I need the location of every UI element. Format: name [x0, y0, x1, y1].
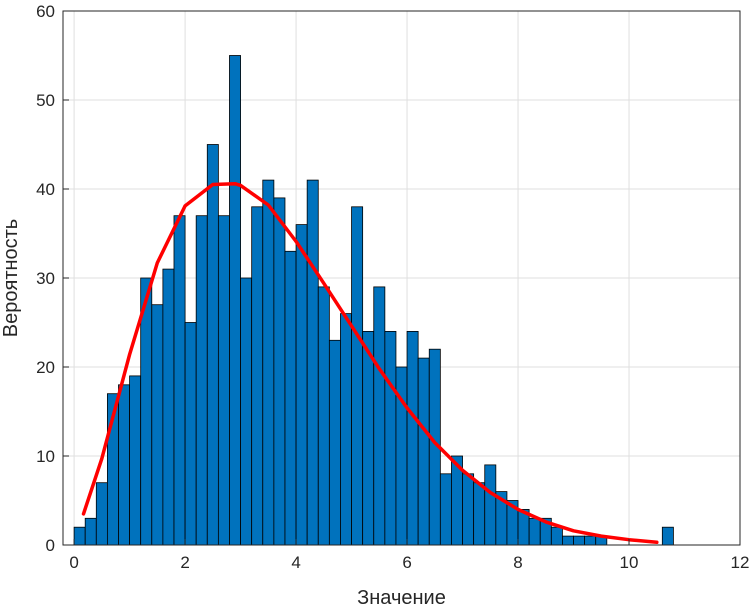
histogram-bar — [462, 473, 475, 546]
histogram-bar — [340, 313, 352, 546]
y-axis-label: Вероятность — [0, 219, 22, 337]
histogram-bar — [661, 526, 674, 546]
histogram-bar — [484, 464, 497, 546]
x-tick-label: 4 — [291, 553, 300, 572]
histogram-bar — [173, 215, 186, 546]
histogram-bar — [151, 304, 164, 546]
x-tick-label: 12 — [731, 553, 750, 572]
histogram-bar — [129, 375, 142, 546]
histogram-bar — [351, 206, 364, 546]
histogram-bar — [184, 322, 197, 546]
histogram-bar — [373, 286, 386, 546]
histogram-bar — [384, 330, 397, 546]
histogram-bar — [95, 482, 108, 546]
histogram-bar — [262, 179, 275, 546]
x-tick-label: 8 — [513, 553, 522, 572]
histogram-bar — [295, 224, 308, 546]
histogram-bar — [162, 268, 175, 546]
y-tick-label: 50 — [36, 91, 55, 110]
histogram-bar — [273, 197, 286, 546]
histogram-bar — [73, 526, 86, 546]
histogram-bar — [306, 179, 319, 546]
histogram-bar — [562, 535, 574, 546]
x-tick-label: 6 — [402, 553, 411, 572]
histogram-bar — [328, 339, 341, 546]
histogram-bar — [206, 144, 219, 546]
histogram-bar — [84, 517, 97, 546]
histogram-bar — [217, 215, 230, 546]
histogram-bars — [73, 55, 674, 546]
histogram-bar — [417, 357, 430, 546]
histogram-bar — [284, 250, 297, 546]
histogram-bar — [118, 384, 130, 546]
histogram-bar — [317, 286, 330, 546]
histogram-bar — [439, 473, 452, 546]
y-tick-label: 30 — [36, 269, 55, 288]
histogram-bar — [251, 206, 264, 546]
x-tick-label: 2 — [180, 553, 189, 572]
x-axis-label: Значение — [357, 587, 446, 608]
histogram-bar — [406, 330, 419, 546]
y-tick-label: 10 — [36, 447, 55, 466]
x-tick-label: 0 — [69, 553, 78, 572]
histogram-bar — [584, 535, 597, 546]
histogram-bar — [195, 215, 208, 546]
axis-ticks: 0 2 4 6 8 10 12 0 10 20 30 40 50 60 — [36, 2, 749, 572]
y-tick-label: 0 — [46, 536, 55, 555]
y-tick-label: 20 — [36, 358, 55, 377]
histogram-bar — [550, 526, 563, 546]
y-tick-label: 60 — [36, 2, 55, 21]
histogram-bar — [528, 517, 541, 546]
histogram-bar — [573, 535, 586, 546]
histogram-bar — [473, 482, 486, 546]
x-tick-label: 10 — [620, 553, 639, 572]
fit-curve — [81, 181, 659, 545]
histogram-bar — [240, 277, 253, 546]
histogram-bar — [362, 330, 375, 546]
y-tick-label: 40 — [36, 180, 55, 199]
histogram-bar — [229, 55, 241, 546]
